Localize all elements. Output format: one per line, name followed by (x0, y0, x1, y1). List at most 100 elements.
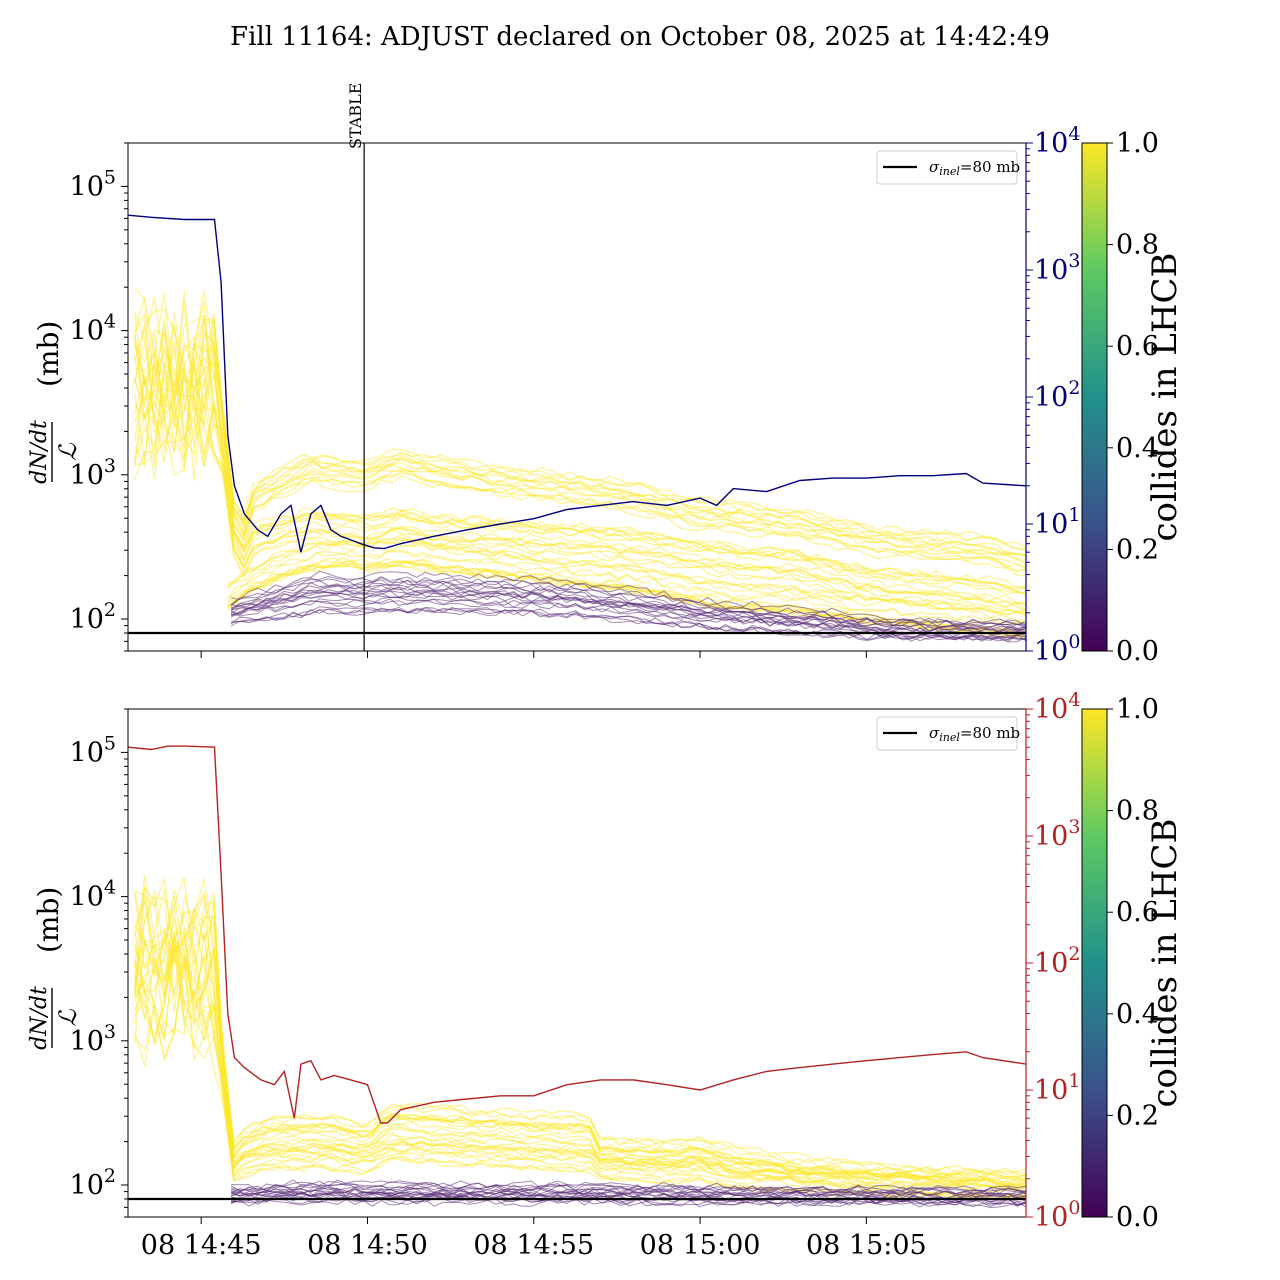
bottom-secondary-tick-label-exp: 4 (1068, 689, 1080, 711)
bottom-colorbar-gradient (1081, 708, 1108, 1218)
top-colorbar-label: collides in LHCB (1145, 252, 1185, 541)
top-band-1-line-12 (134, 341, 1026, 595)
bottom-colorbar-tick-label: 0.4 (1116, 999, 1159, 1030)
bottom-x-tick-label: 08 14:50 (307, 1230, 428, 1261)
top-legend-sigma: σ (929, 158, 940, 176)
bottom-ylabel-numerator: dN/dt (27, 986, 52, 1050)
bottom-legend-label: σinel=80 mb (929, 724, 1020, 744)
bottom-legend-sigma: σ (929, 724, 940, 742)
bottom-ylabel: dN/dt ℒ (mb) (27, 887, 82, 1050)
top-band-2-line-9 (227, 539, 1026, 616)
bottom-band-1-line-11 (134, 941, 1026, 1201)
bottom-band-1-line-12 (134, 959, 1026, 1183)
top-colorbar-gradient (1081, 142, 1108, 652)
top-colorbar-tick-label: 0.2 (1116, 534, 1159, 565)
top-band-0-line-0 (134, 311, 1026, 572)
bottom-band-1-line-2 (134, 927, 1026, 1175)
top-band-0-line-3 (134, 329, 1026, 566)
bottom-secondary-tick-label-exp: 2 (1068, 943, 1080, 965)
top-band-1-line-10 (134, 391, 1026, 618)
bottom-band-0-line-6 (134, 890, 1026, 1188)
top-band-0-line-5 (134, 287, 1026, 549)
top-secondary-series-line (128, 214, 1026, 553)
top-colorbar: 0.0 0.2 0.4 0.6 0.8 1.0 collides in LHCB (1081, 128, 1185, 667)
bottom-y-tick-label: 105 (70, 732, 116, 768)
bottom-colorbar-tick-label: 0.6 (1116, 897, 1159, 928)
top-secondary-tick-label-exp: 2 (1068, 377, 1080, 399)
top-band-0-line-7 (134, 312, 1026, 557)
top-colorbar-tick-label: 0.6 (1116, 331, 1159, 362)
bottom-colorbar-tick-label: 1.0 (1116, 694, 1159, 725)
bottom-legend-sub: inel (939, 731, 960, 744)
bottom-secondary-tick-label-base: 10 (1034, 1202, 1068, 1233)
bottom-y-tick-label-exp: 5 (104, 732, 116, 754)
bottom-y-tick-label-base: 10 (70, 737, 104, 768)
top-data-bands (134, 287, 1026, 643)
top-legend: σinel=80 mb (876, 150, 1020, 185)
bottom-colorbar: 0.0 0.2 0.4 0.6 0.8 1.0 collides in LHCB (1081, 694, 1185, 1233)
bottom-band-3-line-8 (230, 1188, 1026, 1199)
top-band-2-line-6 (227, 538, 1026, 616)
bottom-x-tick-label: 08 15:05 (806, 1230, 927, 1261)
top-y-tick-label: 104 (70, 311, 116, 347)
bottom-band-0-line-3 (134, 878, 1026, 1190)
bottom-band-0-line-2 (134, 877, 1026, 1187)
bottom-y-tick-label-base: 10 (70, 882, 104, 913)
top-band-2-line-13 (227, 550, 1026, 624)
top-ylabel-numerator: dN/dt (27, 420, 52, 484)
top-secondary-tick-label: 104 (1034, 123, 1080, 159)
top-legend-box (876, 150, 1018, 185)
bottom-band-1-line-8 (134, 948, 1026, 1191)
bottom-colorbar-tick-label: 0.0 (1116, 1202, 1159, 1233)
top-band-2-line-12 (227, 556, 1026, 632)
top-legend-sub: inel (939, 165, 960, 178)
bottom-secondary-tick-label-base: 10 (1034, 1075, 1068, 1106)
top-ylabel-denominator: ℒ (54, 443, 82, 461)
top-band-2-line-3 (227, 564, 1026, 638)
bottom-band-2-line-8 (230, 1192, 1026, 1207)
bottom-data-bands (134, 874, 1026, 1209)
top-band-0-line-2 (134, 325, 1026, 573)
bottom-secondary-tick-label-base: 10 (1034, 821, 1068, 852)
bottom-y-tick-label-exp: 4 (104, 877, 116, 899)
bottom-secondary-tick-label: 103 (1034, 816, 1080, 852)
bottom-secondary-tick-label: 100 (1034, 1197, 1080, 1233)
top-y-tick-label-exp: 2 (104, 599, 116, 621)
top-band-2-line-5 (227, 562, 1026, 640)
bottom-secondary-tick-label-base: 10 (1034, 948, 1068, 979)
top-secondary-tick-label-base: 10 (1034, 636, 1068, 667)
bottom-data-marks (128, 745, 1026, 1201)
bottom-y-tick-label-base: 10 (70, 1170, 104, 1201)
top-secondary-tick-label-exp: 1 (1068, 504, 1080, 526)
bottom-band-0-line-12 (134, 890, 1026, 1178)
bottom-band-1-line-9 (134, 929, 1026, 1190)
bottom-band-0-line-1 (134, 886, 1026, 1193)
top-secondary-tick-label-exp: 4 (1068, 123, 1080, 145)
top-secondary-tick-label: 100 (1034, 631, 1080, 667)
top-y-tick-label-base: 10 (70, 171, 104, 202)
top-y-tick-label-base: 10 (70, 604, 104, 635)
top-secondary-tick-label: 101 (1034, 504, 1080, 540)
top-colorbar-tick-label: 0.8 (1116, 230, 1159, 261)
top-band-0-line-1 (134, 313, 1026, 570)
top-colorbar-ticks: 0.0 0.2 0.4 0.6 0.8 1.0 (1107, 128, 1159, 667)
bottom-band-3-line-5 (230, 1186, 1026, 1198)
bottom-secondary-tick-label: 104 (1034, 689, 1080, 725)
bottom-band-0-line-0 (134, 924, 1026, 1201)
top-y-tick-label: 105 (70, 166, 116, 202)
top-ylabel: dN/dt ℒ (mb) (27, 321, 82, 484)
bottom-secondary-series-line (128, 745, 1026, 1124)
bottom-colorbar-ticks: 0.0 0.2 0.4 0.6 0.8 1.0 (1107, 694, 1159, 1233)
top-band-1-line-7 (134, 343, 1026, 589)
top-band-1-line-5 (134, 377, 1026, 612)
top-band-0-line-13 (134, 318, 1026, 556)
top-secondary-tick-label: 102 (1034, 377, 1080, 413)
top-band-1-line-4 (134, 360, 1026, 612)
top-secondary-tick-label: 103 (1034, 250, 1080, 286)
bottom-band-0-line-4 (134, 899, 1026, 1198)
bottom-band-1-line-5 (134, 944, 1026, 1200)
bottom-y-tick-label-exp: 2 (104, 1165, 116, 1187)
top-band-2-line-11 (227, 557, 1026, 636)
bottom-band-1-line-1 (134, 933, 1026, 1181)
